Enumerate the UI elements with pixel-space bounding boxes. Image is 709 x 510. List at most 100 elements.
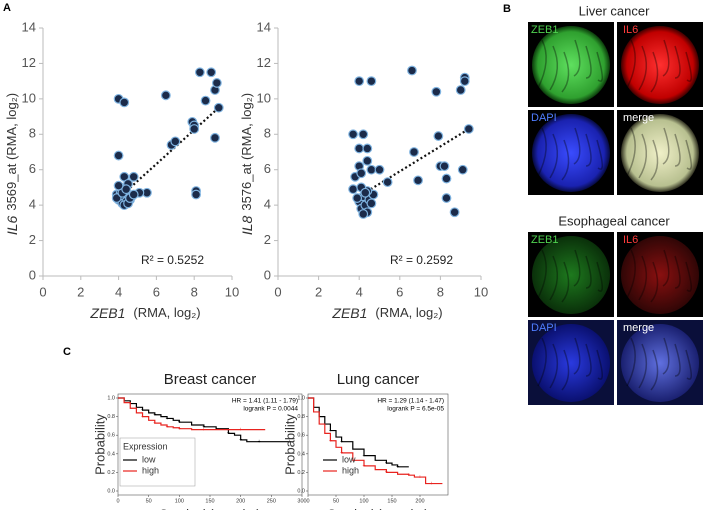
tissue-texture: [662, 249, 670, 287]
tissue-texture: [596, 261, 603, 292]
tissue-texture: [685, 261, 692, 292]
y-tick-label: 6: [264, 161, 271, 176]
tissue-texture: [626, 337, 636, 387]
channel-label: merge: [623, 112, 654, 124]
point: [366, 164, 377, 175]
x-tick-label: 50: [146, 498, 152, 504]
censor-mark: +: [340, 450, 343, 456]
x-tick-label: 150: [387, 498, 396, 504]
tissue-texture: [650, 349, 659, 391]
tissue-texture: [549, 255, 559, 301]
x-axis-label: Survival (months): [159, 506, 260, 510]
x-tick-label: 200: [236, 498, 245, 504]
point: [113, 180, 124, 191]
censor-mark: +: [166, 424, 169, 430]
legend-title: Expression: [123, 441, 168, 451]
censor-mark: +: [141, 414, 144, 420]
point: [409, 147, 419, 157]
legend-label: low: [142, 454, 156, 464]
x-tick-label: 2: [77, 284, 84, 299]
tissue-texture: [549, 45, 559, 91]
y-tick-label: 4: [29, 197, 36, 212]
point: [463, 124, 474, 134]
y-tick-label: 0.2: [107, 470, 115, 476]
tissue-texture: [573, 249, 581, 287]
legend-label: high: [142, 465, 159, 475]
x-tick-label: 100: [359, 498, 368, 504]
point: [213, 102, 224, 113]
tissue-texture: [561, 139, 570, 181]
point: [356, 168, 367, 179]
y-tick-label: 14: [257, 19, 271, 34]
tissue-texture: [674, 343, 681, 377]
point: [366, 198, 377, 209]
x-tick-label: 0: [39, 284, 46, 299]
y-tick-label: 12: [257, 55, 271, 70]
x-tick-label: 10: [474, 284, 488, 299]
tissue-texture: [585, 45, 592, 79]
y-tick-label: 0.6: [107, 433, 115, 439]
point: [206, 67, 217, 78]
point: [128, 189, 139, 200]
censor-mark: +: [202, 424, 205, 430]
channel-label: DAPI: [531, 112, 557, 124]
point: [113, 150, 124, 161]
x-tick-label: 250: [267, 498, 276, 504]
point: [366, 76, 377, 87]
x-tick-label: 8: [437, 284, 444, 299]
tissue-texture: [662, 337, 670, 375]
tissue-texture: [685, 51, 692, 82]
survival-curve: [308, 397, 409, 468]
tissue-texture: [674, 45, 681, 79]
legend-label: low: [342, 454, 356, 464]
x-tick-label: 300: [297, 498, 306, 504]
censor-mark: +: [239, 427, 242, 433]
logrank-text: logrank P = 0.0044: [243, 406, 298, 413]
censor-mark: +: [363, 463, 366, 469]
tissue-core: [621, 26, 699, 104]
point: [362, 143, 373, 154]
censor-mark: +: [329, 428, 332, 434]
point: [407, 65, 417, 76]
censor-mark: +: [407, 473, 410, 479]
censor-mark: +: [153, 420, 156, 426]
point: [189, 124, 200, 134]
y-label-rest: 3576_at (RMA, log₂): [239, 93, 254, 211]
tissue-texture: [585, 255, 592, 289]
y-axis-label: Probability: [92, 414, 107, 475]
tissue-texture: [573, 39, 581, 77]
censor-mark: +: [141, 407, 144, 413]
tissue-texture: [638, 255, 648, 301]
censor-mark: +: [329, 438, 332, 444]
channel-label: DAPI: [531, 322, 557, 334]
hr-text: HR = 1.41 (1.11 - 1.79): [232, 398, 298, 405]
tissue-texture: [561, 261, 570, 303]
y-tick-label: 10: [257, 90, 271, 105]
annotation: R² = 0.2592: [390, 253, 453, 267]
x-axis-label: ZEB1 (RMA, log₂): [89, 305, 200, 321]
x-tick-label: 0: [306, 498, 309, 504]
point: [441, 173, 452, 184]
group-title: Liver cancer: [579, 3, 650, 18]
point: [459, 76, 470, 87]
point: [358, 129, 369, 140]
plot-title: Lung cancer: [337, 371, 420, 388]
x-tick-label: 50: [333, 498, 339, 504]
y-tick-label: 0.8: [107, 414, 115, 420]
point: [382, 177, 393, 188]
point: [455, 85, 466, 95]
tissue-texture: [662, 39, 670, 77]
survival-curve: [118, 397, 290, 443]
point: [431, 86, 442, 97]
tissue-texture: [585, 133, 592, 167]
tissue-texture: [537, 127, 547, 177]
tissue-texture: [596, 51, 603, 82]
point: [210, 132, 220, 143]
y-tick-label: 0.2: [297, 470, 305, 476]
y-tick-label: 14: [22, 19, 36, 34]
y-tick-label: 0.0: [297, 488, 305, 494]
tissue-texture: [573, 337, 581, 375]
tissue-core: [621, 324, 699, 402]
trendline: [358, 128, 470, 198]
x-label-rest: (RMA, log₂): [375, 305, 442, 320]
